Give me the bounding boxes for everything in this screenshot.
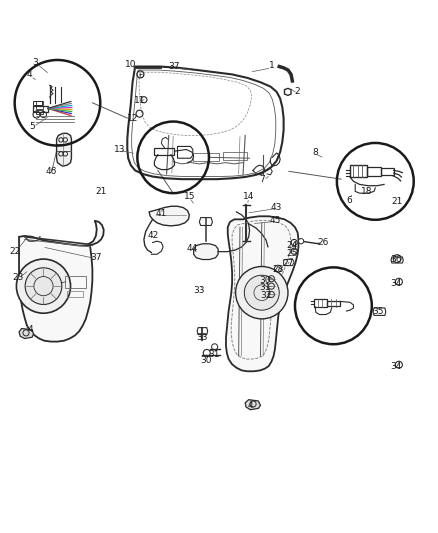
Circle shape <box>16 259 71 313</box>
Text: 46: 46 <box>45 167 57 176</box>
Text: 41: 41 <box>155 209 167 218</box>
Text: 4: 4 <box>247 401 253 410</box>
Text: 37: 37 <box>169 62 180 71</box>
Text: 42: 42 <box>148 231 159 239</box>
Text: 28: 28 <box>272 265 284 274</box>
Polygon shape <box>19 328 33 338</box>
Text: 34: 34 <box>390 361 402 370</box>
Text: 7: 7 <box>259 175 265 184</box>
Text: 26: 26 <box>317 238 328 247</box>
Text: 36: 36 <box>390 255 402 264</box>
Polygon shape <box>19 221 104 342</box>
Text: 24: 24 <box>287 241 298 250</box>
Text: 3: 3 <box>32 58 38 67</box>
Text: 43: 43 <box>271 203 283 212</box>
Text: 1: 1 <box>268 61 274 70</box>
Text: 32: 32 <box>261 291 272 300</box>
Text: 30: 30 <box>259 276 271 285</box>
Text: 45: 45 <box>269 216 281 225</box>
Text: 37: 37 <box>90 253 102 262</box>
Text: 33: 33 <box>197 333 208 342</box>
Text: 12: 12 <box>127 114 138 123</box>
Circle shape <box>25 268 62 304</box>
Circle shape <box>236 266 288 319</box>
Text: 15: 15 <box>184 192 195 201</box>
Text: 11: 11 <box>134 96 145 105</box>
Text: 33: 33 <box>194 286 205 295</box>
Text: 31: 31 <box>259 283 271 292</box>
Text: 25: 25 <box>286 249 298 258</box>
Text: 30: 30 <box>200 356 212 365</box>
Polygon shape <box>149 206 189 226</box>
Text: 23: 23 <box>12 273 24 282</box>
Text: 6: 6 <box>346 196 352 205</box>
Text: 21: 21 <box>392 197 403 206</box>
Text: 31: 31 <box>208 350 219 359</box>
Text: 13: 13 <box>114 145 125 154</box>
Text: 4: 4 <box>28 325 33 334</box>
Polygon shape <box>194 244 218 260</box>
Text: 2: 2 <box>295 87 300 96</box>
Text: 44: 44 <box>186 244 198 253</box>
Polygon shape <box>245 400 261 410</box>
Text: 34: 34 <box>390 279 402 288</box>
Circle shape <box>244 275 279 310</box>
Polygon shape <box>226 216 298 372</box>
Text: 14: 14 <box>243 192 254 201</box>
Text: 5: 5 <box>29 122 35 131</box>
Text: 21: 21 <box>95 187 107 196</box>
Text: 10: 10 <box>125 60 137 69</box>
Text: 27: 27 <box>283 259 293 268</box>
Polygon shape <box>57 133 71 166</box>
Text: 8: 8 <box>312 149 318 157</box>
Text: 22: 22 <box>9 247 20 256</box>
Text: 18: 18 <box>361 187 372 196</box>
Circle shape <box>298 239 304 244</box>
Text: 4: 4 <box>26 70 32 79</box>
Text: 35: 35 <box>373 306 384 316</box>
